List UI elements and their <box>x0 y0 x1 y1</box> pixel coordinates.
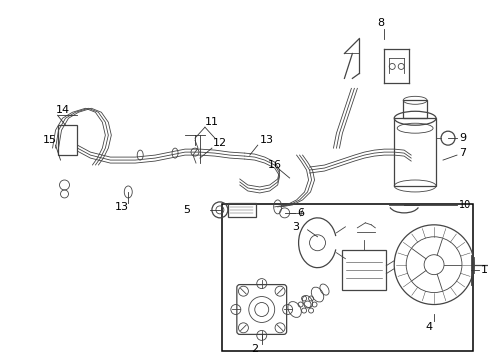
Bar <box>222 204 472 351</box>
Text: 4: 4 <box>425 323 432 332</box>
Text: 11: 11 <box>204 117 219 127</box>
Bar <box>342 250 386 289</box>
Text: 3: 3 <box>292 222 299 232</box>
Text: 7: 7 <box>458 148 465 158</box>
Text: 9: 9 <box>458 133 465 143</box>
Text: 14: 14 <box>56 105 69 115</box>
Text: 15: 15 <box>42 135 57 145</box>
Text: 8: 8 <box>377 18 384 28</box>
Text: 13: 13 <box>115 202 129 212</box>
Bar <box>403 100 426 118</box>
Bar <box>227 203 255 217</box>
Text: 6: 6 <box>297 208 304 218</box>
Text: 12: 12 <box>212 138 226 148</box>
Text: 2: 2 <box>251 345 258 354</box>
Bar <box>393 118 435 186</box>
Text: 1: 1 <box>480 265 487 275</box>
Text: 16: 16 <box>267 160 281 170</box>
Text: 13: 13 <box>259 135 273 145</box>
Text: 5: 5 <box>183 205 190 215</box>
Text: 10: 10 <box>458 200 470 210</box>
Bar <box>58 125 77 155</box>
